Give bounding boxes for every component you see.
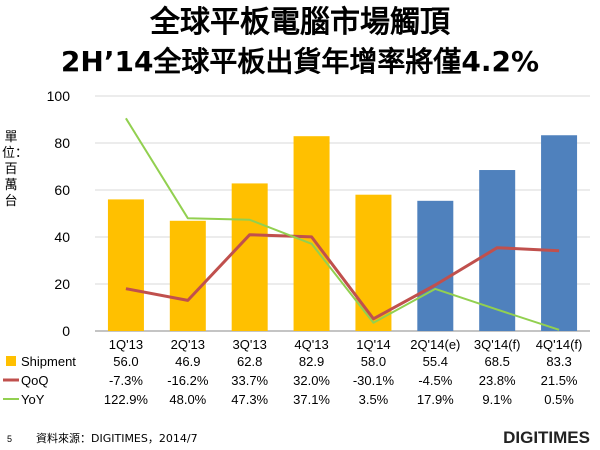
data-label: 82.9: [299, 354, 324, 369]
legend-label: QoQ: [21, 373, 48, 388]
x-tick-label: 3Q'14(f): [474, 337, 521, 352]
digitimes-logo: DIGITIMES: [503, 428, 590, 447]
x-tick-label: 2Q'13: [171, 337, 205, 352]
legend-label: Shipment: [21, 354, 76, 369]
data-label: 122.9%: [104, 392, 149, 407]
bar: [231, 183, 268, 331]
data-label: 56.0: [113, 354, 138, 369]
x-tick-label: 3Q'13: [233, 337, 267, 352]
bar: [479, 170, 516, 331]
data-label: 23.8%: [479, 373, 516, 388]
data-label: 9.1%: [482, 392, 512, 407]
data-label: 37.1%: [293, 392, 330, 407]
x-tick-label: 2Q'14(e): [410, 337, 460, 352]
y-tick-label: 80: [54, 135, 70, 151]
data-label: 17.9%: [417, 392, 454, 407]
data-label: 33.7%: [231, 373, 268, 388]
data-label: 68.5: [485, 354, 510, 369]
y-tick-label: 100: [47, 88, 71, 104]
data-label: 32.0%: [293, 373, 330, 388]
legend-swatch: [6, 356, 16, 366]
data-label: -4.5%: [418, 373, 452, 388]
x-tick-label: 1Q'13: [109, 337, 143, 352]
y-tick-label: 60: [54, 182, 70, 198]
x-tick-label: 4Q'14(f): [536, 337, 583, 352]
bar: [107, 199, 144, 331]
data-label: 0.5%: [544, 392, 574, 407]
data-label: 55.4: [423, 354, 448, 369]
y-tick-label: 0: [62, 323, 70, 339]
x-tick-label: 1Q'14: [356, 337, 390, 352]
bar: [293, 136, 330, 331]
series-line: [125, 117, 560, 331]
data-label: 83.3: [546, 354, 571, 369]
bar: [417, 200, 454, 331]
data-label: -16.2%: [167, 373, 209, 388]
data-label: 3.5%: [359, 392, 389, 407]
page-title: 全球平板電腦市場觸頂: [150, 5, 450, 40]
y-tick-label: 40: [54, 229, 70, 245]
y-tick-label: 20: [54, 276, 70, 292]
series-line: [125, 233, 560, 321]
data-label: -30.1%: [353, 373, 395, 388]
bar: [541, 135, 578, 331]
data-label: 47.3%: [231, 392, 268, 407]
data-label: 21.5%: [541, 373, 578, 388]
source-note: 資料來源：DIGITIMES，2014/7: [36, 432, 198, 445]
page-number: 5: [7, 434, 13, 444]
data-label: 58.0: [361, 354, 386, 369]
x-tick-label: 4Q'13: [294, 337, 328, 352]
data-label: 48.0%: [169, 392, 206, 407]
data-label: -7.3%: [109, 373, 143, 388]
legend-label: YoY: [21, 392, 45, 407]
data-label: 46.9: [175, 354, 200, 369]
data-label: 62.8: [237, 354, 262, 369]
bar: [169, 220, 206, 331]
page-subtitle: 2H’14全球平板出貨年增率將僅4.2%: [60, 45, 540, 78]
